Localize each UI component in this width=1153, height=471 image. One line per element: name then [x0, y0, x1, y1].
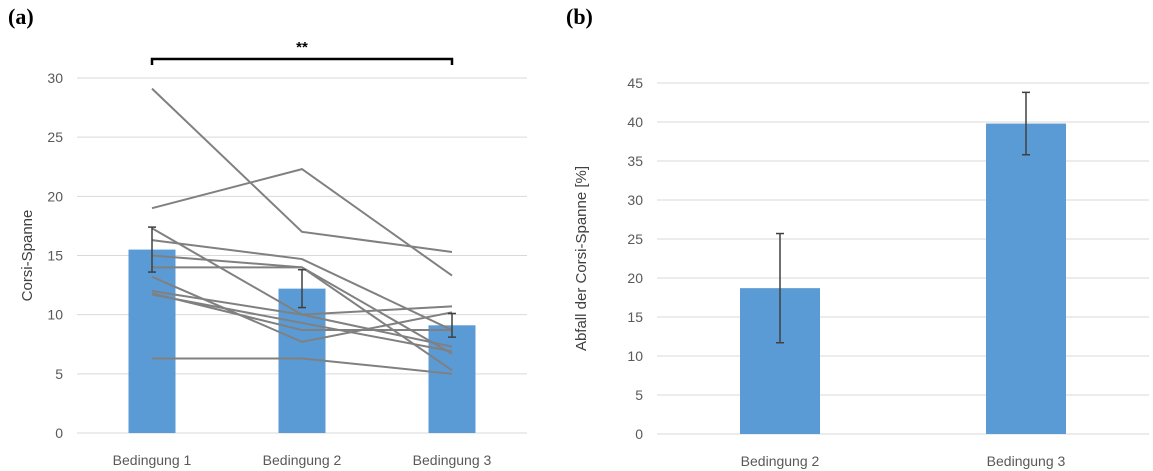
participant-line: [151, 290, 453, 348]
y-tick-label: 5: [635, 387, 643, 403]
y-tick-label: 0: [635, 426, 643, 442]
x-tick-label: Bedingung 2: [263, 452, 342, 468]
x-tick-label: Bedingung 1: [113, 452, 192, 468]
bar: [428, 325, 476, 433]
participant-line: [151, 168, 453, 277]
panel-b-label: (b): [566, 4, 593, 29]
bar: [128, 249, 176, 433]
y-axis-title: Abfall der Corsi-Spanne [%]: [573, 166, 590, 351]
y-tick-label: 35: [627, 153, 643, 169]
y-tick-label: 15: [627, 309, 643, 325]
participant-line: [151, 87, 453, 253]
x-tick-label: Bedingung 3: [413, 452, 492, 468]
y-tick-label: 5: [55, 366, 63, 382]
significance-bracket: [150, 57, 454, 65]
y-tick-label: 30: [47, 70, 63, 86]
y-tick-label: 10: [627, 348, 643, 364]
participant-line: [151, 239, 453, 331]
x-tick-label: Bedingung 2: [741, 453, 820, 469]
y-tick-label: 10: [47, 307, 63, 323]
y-axis-title: Corsi-Spanne: [19, 210, 36, 302]
y-tick-label: 20: [47, 188, 63, 204]
y-tick-label: 45: [627, 75, 643, 91]
y-tick-label: 25: [47, 129, 63, 145]
participant-line: [151, 293, 453, 353]
participant-line: [151, 292, 452, 332]
y-tick-label: 15: [47, 248, 63, 264]
significance-label: **: [296, 39, 308, 56]
y-tick-label: 40: [627, 114, 643, 130]
chart-b: 0 5 10 15 20 25 30 35 40 45 Bedingung 2 Bedingung 3…: [573, 75, 1149, 469]
participant-line: [152, 357, 453, 375]
panel-a-label: (a): [8, 4, 34, 29]
chart-a: 0 5 10 15 20 25 30 Bedingung 1 Bedingung 2 Beding…: [19, 39, 527, 468]
y-tick-label: 30: [627, 192, 643, 208]
y-tick-label: 0: [55, 425, 63, 441]
bar: [986, 123, 1066, 434]
y-tick-label: 20: [627, 270, 643, 286]
y-tick-label: 25: [627, 231, 643, 247]
x-tick-label: Bedingung 3: [987, 453, 1066, 469]
